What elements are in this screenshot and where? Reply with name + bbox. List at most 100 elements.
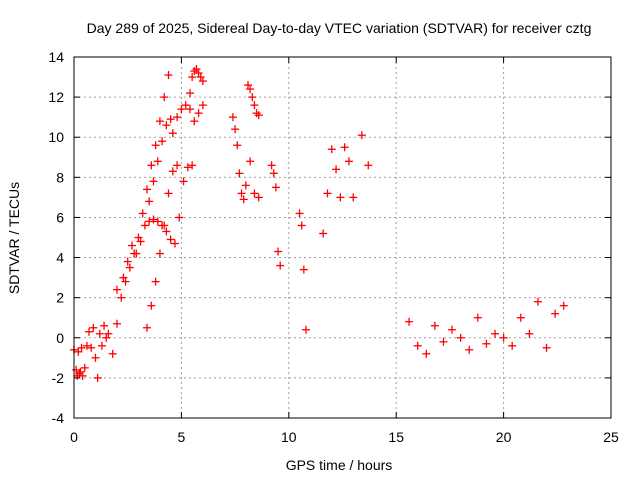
- data-point-early-cluster: [77, 343, 86, 352]
- data-point-rise-a: [121, 277, 130, 286]
- y-tick-label: 8: [56, 169, 64, 185]
- data-point-near-ten: [295, 209, 304, 218]
- data-point-peak-six: [185, 89, 194, 98]
- x-tick-label: 25: [603, 429, 619, 445]
- data-point-mid-band: [179, 177, 188, 186]
- data-point-late-cluster: [559, 301, 568, 310]
- y-tick-label: 14: [48, 49, 64, 65]
- data-point-near-twelve: [364, 161, 373, 170]
- data-point-upper-arc: [198, 101, 207, 110]
- data-point-late-cluster: [448, 325, 457, 334]
- data-point-mid-band: [170, 239, 179, 248]
- y-axis-label: SDTVAR / TECUs: [6, 182, 22, 294]
- data-point-late-cluster: [499, 333, 508, 342]
- data-point-rise-a: [125, 263, 134, 272]
- data-point-late-cluster: [525, 329, 534, 338]
- data-point-early-cluster: [85, 327, 94, 336]
- data-point-upper-eight: [246, 85, 255, 94]
- data-point-rise-b: [127, 241, 136, 250]
- data-point-early-cluster: [91, 353, 100, 362]
- data-point-rise-c: [151, 277, 160, 286]
- data-point-rise-b: [149, 177, 158, 186]
- data-point-mid-band: [166, 235, 175, 244]
- data-point-drop-eight: [235, 169, 244, 178]
- data-point-near-ten: [301, 325, 310, 334]
- data-point-early-cluster: [102, 333, 111, 342]
- data-point-drop-eight: [241, 181, 250, 190]
- data-point-upper-arc: [194, 109, 203, 118]
- data-point-early-cluster: [78, 371, 87, 380]
- data-point-rise-a: [143, 185, 152, 194]
- data-point-late-cluster: [491, 329, 500, 338]
- data-point-late-cluster: [430, 321, 439, 330]
- data-point-peak-six: [190, 67, 199, 76]
- data-point-upper-eight: [250, 101, 259, 110]
- data-point-mid-band: [145, 217, 154, 226]
- data-point-near-nine: [267, 161, 276, 170]
- data-point-near-ten: [299, 265, 308, 274]
- data-point-peak-six: [194, 69, 203, 78]
- data-point-drop-eight: [228, 113, 237, 122]
- data-point-early-cluster: [82, 341, 91, 350]
- data-point-drop-eight: [237, 189, 246, 198]
- x-tick-label: 10: [281, 429, 297, 445]
- data-point-peak-six: [192, 65, 201, 74]
- data-point-early-cluster: [95, 329, 104, 338]
- y-tick-label: 6: [56, 209, 64, 225]
- data-point-near-twelve: [349, 193, 358, 202]
- data-point-rise-b: [132, 249, 141, 258]
- data-point-upper-arc: [185, 105, 194, 114]
- data-point-early-cluster: [87, 343, 96, 352]
- data-point-upper-arc: [173, 113, 182, 122]
- data-point-rise-c: [164, 189, 173, 198]
- data-point-rise-a: [164, 71, 173, 80]
- x-axis-label: GPS time / hours: [286, 457, 393, 473]
- data-point-rise-a: [147, 161, 156, 170]
- data-point-rise-c: [155, 249, 164, 258]
- data-point-upper-arc: [168, 129, 177, 138]
- data-point-mid-band: [175, 213, 184, 222]
- data-point-early-cluster: [72, 365, 81, 374]
- grid-layer: [74, 57, 611, 418]
- data-point-early-cluster: [74, 347, 83, 356]
- ticks-layer: [73, 56, 612, 419]
- y-tick-label: -4: [52, 410, 65, 426]
- data-point-drop-eight: [254, 193, 263, 202]
- data-point-early-cluster: [97, 341, 106, 350]
- data-point-early-cluster: [80, 363, 89, 372]
- data-point-rise-b: [153, 157, 162, 166]
- y-tick-label: 4: [56, 250, 64, 266]
- data-point-rise-b: [119, 273, 128, 282]
- data-point-near-nine: [274, 247, 283, 256]
- x-tick-label: 5: [178, 429, 186, 445]
- x-tick-label: 20: [496, 429, 512, 445]
- data-point-early-cluster: [108, 349, 117, 358]
- data-point-rise-c: [147, 301, 156, 310]
- data-point-rise-a: [155, 117, 164, 126]
- y-tick-label: 0: [56, 330, 64, 346]
- data-point-early-cluster: [76, 367, 85, 376]
- data-point-rise-c: [143, 323, 152, 332]
- y-tick-labels: -4 -2 0 2 4 6 8 10 12 14: [48, 49, 64, 426]
- data-point-rise-b: [158, 137, 167, 146]
- data-point-early-cluster: [112, 319, 121, 328]
- data-point-late-cluster: [533, 297, 542, 306]
- data-point-mid-band: [162, 227, 171, 236]
- data-point-near-nine: [276, 261, 285, 270]
- x-tick-label: 15: [388, 429, 404, 445]
- data-point-early-cluster: [104, 329, 113, 338]
- data-points-layer: [70, 65, 568, 382]
- data-point-early-cluster: [100, 321, 109, 330]
- data-point-mid-band: [153, 217, 162, 226]
- data-point-rise-b: [145, 197, 154, 206]
- data-point-upper-eight: [243, 81, 252, 90]
- data-point-near-nine: [271, 183, 280, 192]
- data-point-near-twelve: [340, 143, 349, 152]
- data-point-upper-eight: [248, 93, 257, 102]
- y-tick-label: 10: [48, 129, 64, 145]
- data-point-rise-a: [138, 209, 147, 218]
- data-point-mid-band: [149, 215, 158, 224]
- data-point-near-twelve: [319, 229, 328, 238]
- data-point-late-cluster: [456, 333, 465, 342]
